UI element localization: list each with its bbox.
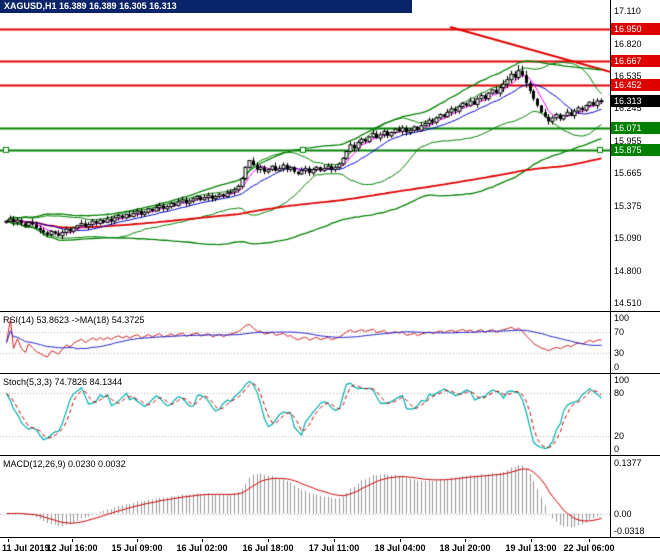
level-price-label: 16.950 bbox=[611, 23, 660, 36]
macd-label: MACD(12,26,9) 0.0230 0.0032 bbox=[3, 459, 126, 469]
panel-separator bbox=[0, 537, 660, 538]
price-axis[interactable]: 17.110 16.820 16.535 16.245 15.955 15.665 15.3… bbox=[611, 0, 660, 538]
panel-separator bbox=[0, 373, 660, 374]
time-axis-label: 11 Jul 2019 bbox=[2, 543, 50, 553]
price-axis-separator bbox=[610, 0, 611, 538]
price-axis-label: 16.820 bbox=[614, 38, 642, 49]
price-axis-label: 15.665 bbox=[614, 168, 642, 179]
rsi-axis-label: 70 bbox=[614, 326, 625, 337]
stoch-axis-label: 0 bbox=[614, 444, 620, 454]
time-axis-label: 18 Jul 20:00 bbox=[439, 543, 491, 553]
time-tick bbox=[531, 539, 532, 542]
rsi-label: RSI(14) 53.8623 ->MA(18) 54.3725 bbox=[3, 315, 145, 325]
price-axis-label: 14.800 bbox=[614, 265, 642, 276]
price-axis-label: 15.955 bbox=[614, 135, 642, 146]
time-tick bbox=[589, 539, 590, 542]
stoch-axis-label: 80 bbox=[614, 387, 625, 398]
macd-axis-label: 0.00 bbox=[614, 508, 632, 519]
rsi-axis-label: 100 bbox=[614, 313, 630, 323]
price-axis-label: 16.535 bbox=[614, 70, 642, 81]
macd-axis-label: -0.0318 bbox=[614, 526, 645, 536]
level-price-label: 16.452 bbox=[611, 79, 660, 92]
main-chart-canvas[interactable] bbox=[0, 0, 610, 311]
time-axis-label: 17 Jul 11:00 bbox=[308, 543, 360, 553]
time-tick bbox=[268, 539, 269, 542]
time-tick bbox=[465, 539, 466, 542]
price-axis-label: 17.110 bbox=[614, 6, 641, 17]
time-axis-label: 18 Jul 04:00 bbox=[374, 543, 426, 553]
price-axis-label: 14.510 bbox=[614, 298, 642, 309]
level-price-label: 16.071 bbox=[611, 121, 660, 134]
time-axis-label: 15 Jul 09:00 bbox=[111, 543, 163, 553]
level-price-label: 15.875 bbox=[611, 143, 660, 156]
time-tick bbox=[202, 539, 203, 542]
time-tick bbox=[72, 539, 73, 542]
price-axis-label: 16.245 bbox=[614, 103, 642, 114]
rsi-axis-label: 30 bbox=[614, 348, 625, 359]
time-axis-label: 16 Jul 18:00 bbox=[242, 543, 294, 553]
time-axis[interactable]: 11 Jul 2019 12 Jul 16:00 15 Jul 09:00 16 Ju… bbox=[0, 538, 660, 560]
time-axis-label: 12 Jul 16:00 bbox=[46, 543, 98, 553]
time-tick bbox=[8, 539, 9, 542]
time-tick bbox=[137, 539, 138, 542]
time-tick bbox=[334, 539, 335, 542]
stoch-axis-label: 100 bbox=[614, 375, 630, 385]
macd-panel-canvas[interactable] bbox=[0, 456, 610, 537]
price-axis-label: 15.375 bbox=[614, 201, 642, 212]
level-price-label: 16.667 bbox=[611, 54, 660, 67]
rsi-axis-label: 0 bbox=[614, 362, 620, 372]
panel-separator bbox=[0, 455, 660, 456]
price-axis-label: 15.090 bbox=[614, 233, 642, 244]
time-tick bbox=[400, 539, 401, 542]
stoch-axis-label: 20 bbox=[614, 431, 625, 442]
rsi-panel-canvas[interactable] bbox=[0, 312, 610, 373]
chart-title[interactable]: XAGUSD,H1 16.389 16.389 16.305 16.313 bbox=[0, 0, 412, 13]
panel-separator bbox=[0, 311, 660, 312]
time-axis-label: 22 Jul 06:00 bbox=[563, 543, 615, 553]
time-axis-label: 16 Jul 02:00 bbox=[176, 543, 228, 553]
stoch-label: Stoch(5,3,3) 74.7826 84.1344 bbox=[3, 377, 123, 387]
current-price-label: 16.313 bbox=[611, 94, 660, 107]
stoch-panel-canvas[interactable] bbox=[0, 374, 610, 455]
time-axis-label: 19 Jul 13:00 bbox=[505, 543, 557, 553]
macd-axis-label: 0.1377 bbox=[614, 458, 642, 468]
